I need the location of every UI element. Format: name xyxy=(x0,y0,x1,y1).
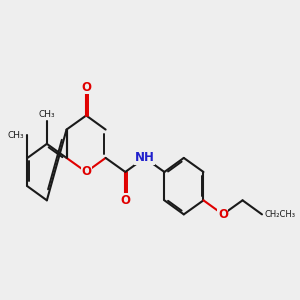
Text: O: O xyxy=(120,194,130,207)
Text: O: O xyxy=(218,208,228,221)
Text: O: O xyxy=(81,166,91,178)
Text: CH₂CH₃: CH₂CH₃ xyxy=(265,210,296,219)
Text: O: O xyxy=(81,81,91,94)
Text: CH₃: CH₃ xyxy=(39,110,55,118)
Text: NH: NH xyxy=(135,152,155,164)
Text: CH₃: CH₃ xyxy=(8,131,24,140)
